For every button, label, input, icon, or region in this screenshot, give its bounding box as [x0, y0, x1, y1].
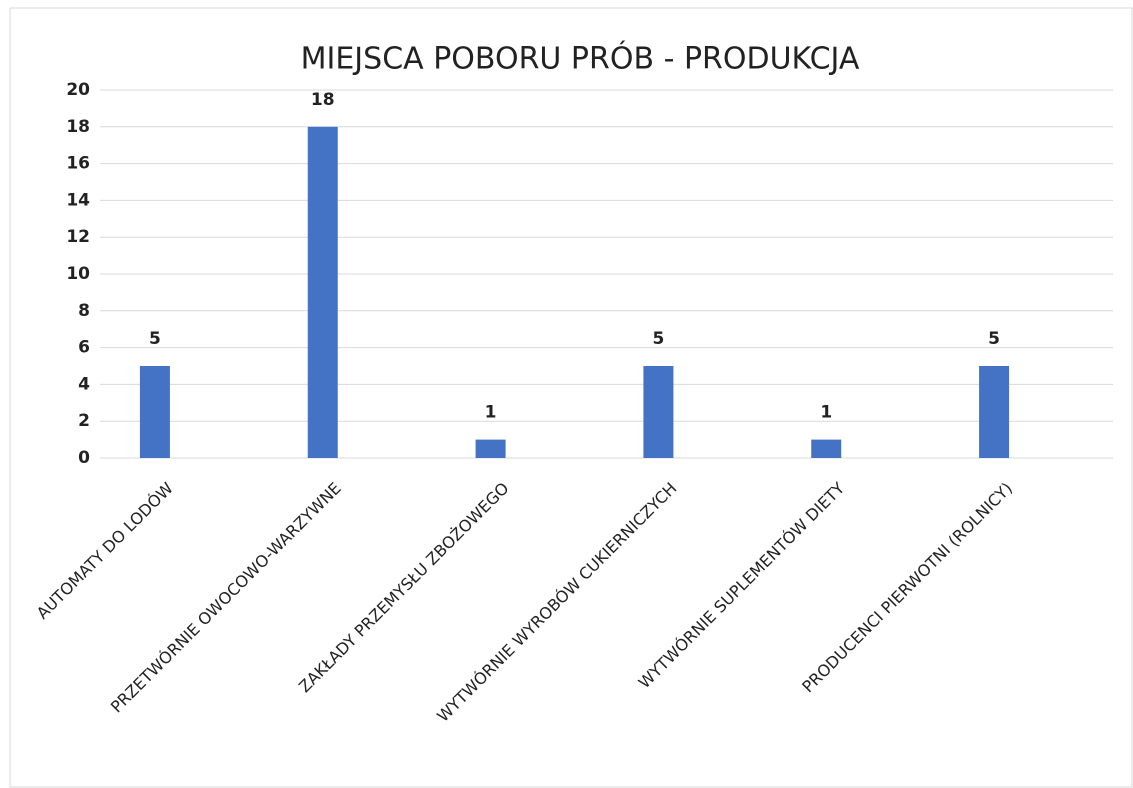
bar — [307, 126, 338, 459]
bar — [811, 439, 842, 458]
bar — [475, 439, 506, 458]
chart-frame — [9, 7, 1133, 788]
data-label: 1 — [820, 403, 832, 423]
bar — [139, 366, 170, 458]
y-tick-label: 20 — [66, 80, 90, 100]
bar — [643, 366, 674, 458]
y-tick-label: 12 — [66, 227, 90, 247]
y-tick-label: 0 — [78, 448, 90, 468]
data-label: 18 — [311, 90, 335, 110]
data-label: 5 — [652, 329, 664, 349]
bar — [979, 366, 1010, 458]
data-label: 5 — [988, 329, 1000, 349]
y-tick-label: 10 — [66, 264, 90, 284]
y-tick-label: 4 — [78, 374, 90, 394]
y-tick-label: 8 — [78, 301, 90, 321]
y-tick-label: 14 — [66, 190, 90, 210]
data-label: 5 — [149, 329, 161, 349]
y-tick-label: 2 — [78, 411, 90, 431]
y-tick-label: 6 — [78, 338, 90, 358]
y-tick-label: 16 — [66, 154, 90, 174]
chart-title: MIEJSCA POBORU PRÓB - PRODUKCJA — [301, 40, 860, 77]
y-tick-label: 18 — [66, 117, 90, 137]
data-label: 1 — [485, 403, 497, 423]
